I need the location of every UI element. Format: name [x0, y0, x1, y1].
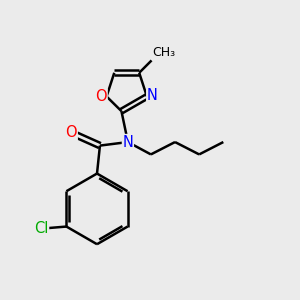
Text: O: O: [95, 89, 107, 104]
Text: CH₃: CH₃: [153, 46, 176, 59]
Text: O: O: [66, 125, 77, 140]
Text: Cl: Cl: [34, 220, 49, 236]
Text: N: N: [147, 88, 158, 103]
Text: N: N: [122, 134, 134, 149]
